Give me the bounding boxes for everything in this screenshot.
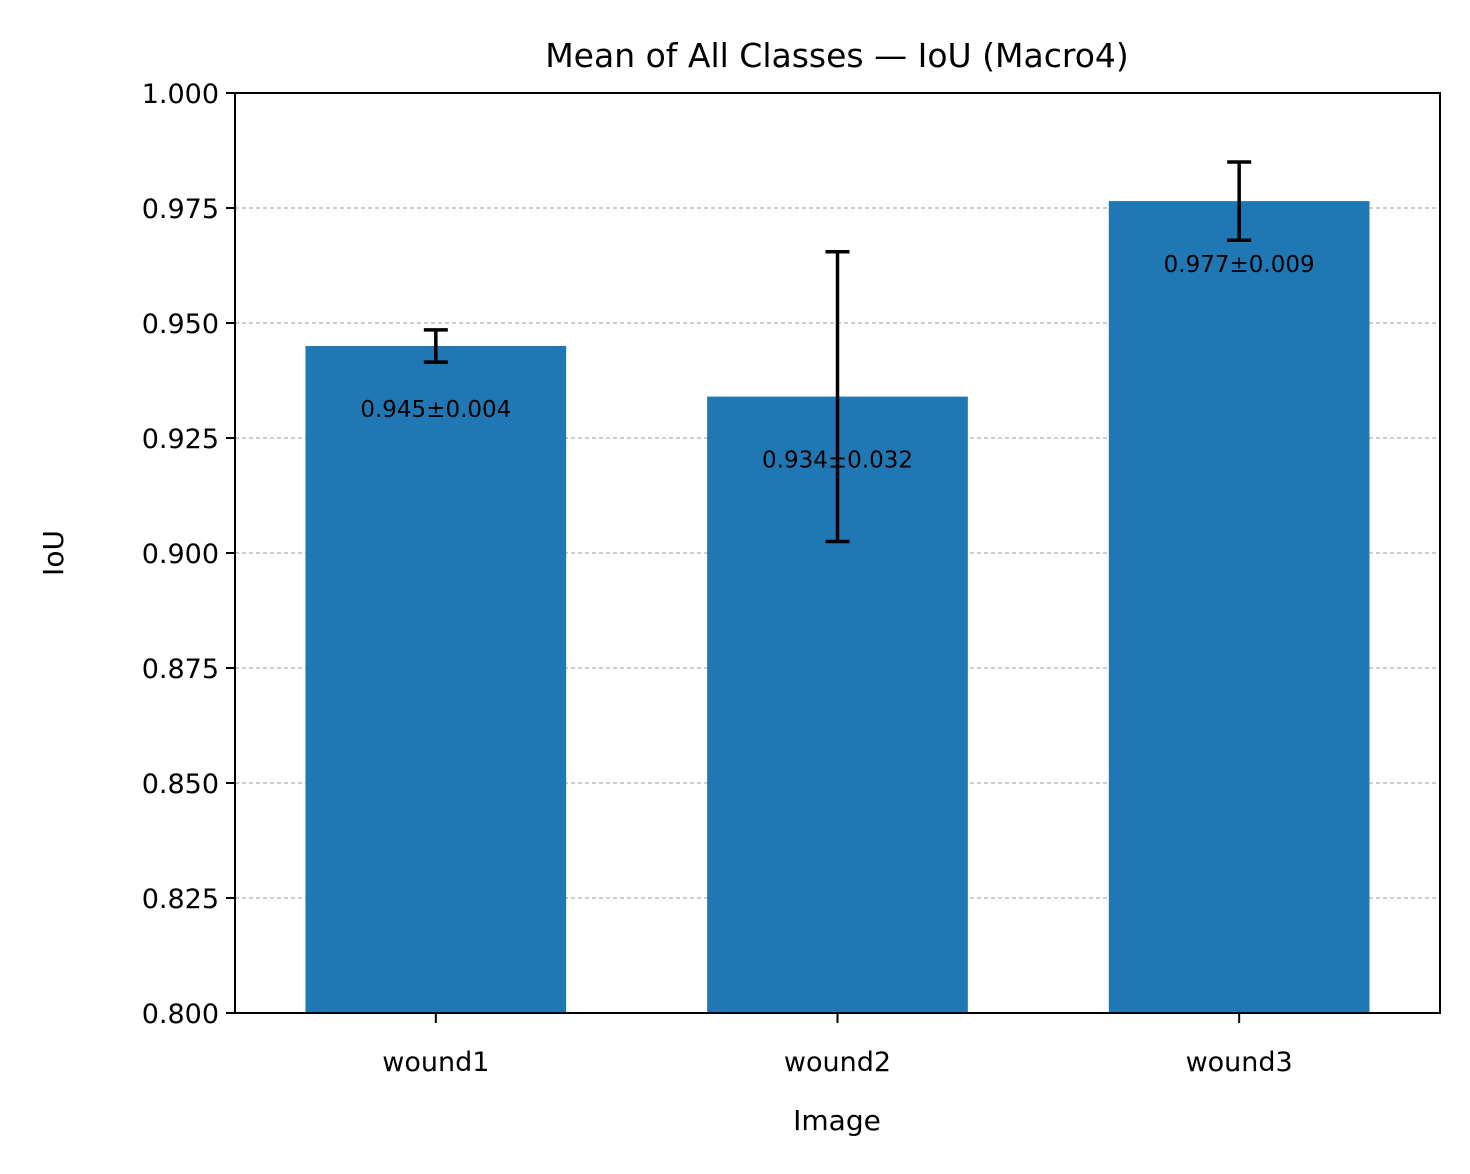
error-bars [423,160,1252,544]
x-tick-label: wound3 [1186,1047,1293,1078]
error-bar-wound1 [423,328,448,364]
error-bar-wound2 [825,249,850,544]
y-tick-label: 0.875 [142,654,219,685]
data-labels: 0.945±0.004 0.934±0.032 0.977±0.009 [360,252,1314,474]
x-tick-label: wound1 [382,1047,489,1078]
y-tick-label: 0.900 [142,539,219,570]
y-tick-label: 0.975 [142,194,219,225]
error-bar-wound3 [1227,160,1252,242]
bar-wound3 [1108,201,1370,1014]
x-tick-label: wound2 [784,1047,891,1078]
bar-wound1 [305,346,567,1013]
y-axis-label: IoU [37,530,70,576]
y-tick-label: 0.850 [142,769,219,800]
x-axis-label: Image [793,1104,881,1137]
data-label-wound3: 0.977±0.009 [1164,252,1315,278]
y-tick-label: 0.800 [142,999,219,1030]
y-tick-label: 1.000 [142,79,219,110]
bars [305,201,1370,1014]
y-tick-label: 0.825 [142,884,219,915]
y-tick-label: 0.925 [142,424,219,455]
y-axis-ticks: 0.800 0.825 0.850 0.875 0.900 0.925 0.950 0.975… [142,79,235,1030]
y-tick-label: 0.950 [142,309,219,340]
data-label-wound1: 0.945±0.004 [360,397,511,423]
data-label-wound2: 0.934±0.032 [762,448,913,474]
chart-title: Mean of All Classes — IoU (Macro4) [545,36,1129,75]
x-axis-ticks: wound1 wound2 wound3 [382,1013,1293,1078]
